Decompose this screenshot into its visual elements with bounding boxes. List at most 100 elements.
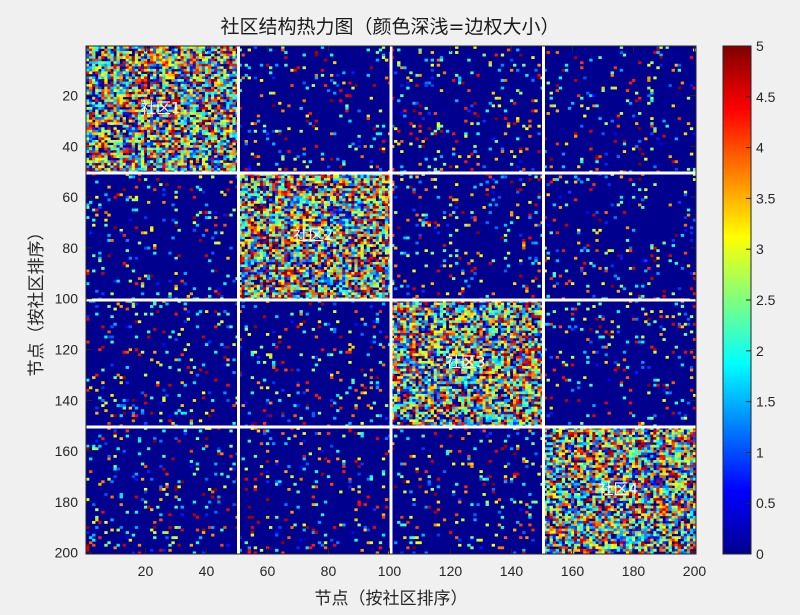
heatmap-cell — [314, 254, 319, 258]
heatmap-cell — [110, 119, 114, 123]
heatmap-cell — [95, 58, 99, 62]
heatmap-cell — [171, 162, 175, 166]
heatmap-cell — [241, 272, 245, 275]
heatmap-cell — [168, 165, 172, 169]
heatmap-cell — [122, 155, 126, 159]
heatmap-cell — [534, 99, 538, 103]
heatmap-cell — [464, 160, 468, 164]
heatmap-cell — [86, 73, 90, 77]
heatmap-cell — [415, 84, 419, 87]
heatmap-cell — [320, 239, 325, 242]
heatmap-cell — [232, 139, 236, 143]
heatmap-cell — [351, 254, 355, 258]
heatmap-cell — [220, 46, 224, 49]
heatmap-cell — [351, 221, 355, 225]
heatmap-cell — [232, 68, 236, 72]
heatmap-cell — [247, 239, 251, 242]
heatmap-cell — [159, 46, 163, 49]
heatmap-cell — [104, 117, 108, 120]
heatmap-cell — [131, 269, 136, 273]
heatmap-cell — [162, 89, 166, 93]
heatmap-cell — [198, 68, 203, 72]
heatmap-cell — [125, 48, 129, 52]
heatmap-cell — [214, 106, 218, 110]
heatmap-cell — [220, 104, 224, 108]
heatmap-cell — [259, 284, 264, 288]
heatmap-cell — [143, 76, 148, 80]
heatmap-cell — [189, 104, 194, 108]
heatmap-cell — [171, 94, 175, 98]
heatmap-cell — [186, 99, 190, 103]
heatmap-cell — [281, 239, 285, 242]
heatmap-cell — [259, 79, 264, 82]
heatmap-cell — [299, 183, 303, 186]
heatmap-cell — [229, 129, 233, 133]
heatmap-cell — [180, 122, 184, 126]
heatmap-cell — [162, 81, 166, 85]
heatmap-cell — [116, 160, 120, 164]
heatmap-cell — [211, 96, 215, 100]
heatmap-cell — [473, 272, 477, 275]
heatmap-cell — [223, 84, 227, 87]
heatmap-cell — [299, 241, 303, 245]
heatmap-cell — [674, 167, 678, 171]
heatmap-cell — [278, 193, 282, 197]
heatmap-cell — [217, 76, 221, 80]
heatmap-cell — [494, 180, 499, 184]
heatmap-cell — [323, 58, 328, 62]
heatmap-cell — [308, 178, 312, 181]
heatmap-cell — [208, 259, 212, 263]
heatmap-cell — [317, 264, 322, 268]
heatmap-cell — [116, 61, 120, 65]
heatmap-cell — [137, 56, 142, 59]
heatmap-cell — [299, 193, 303, 197]
heatmap-cell — [351, 183, 355, 186]
heatmap-cell — [668, 84, 672, 87]
heatmap-cell — [580, 104, 584, 108]
heatmap-cell — [113, 112, 117, 115]
heatmap-cell — [278, 282, 282, 286]
heatmap-cell — [198, 63, 203, 67]
heatmap-cell — [546, 183, 550, 186]
heatmap-cell — [177, 53, 181, 57]
heatmap-cell — [174, 284, 178, 288]
heatmap-cell — [122, 112, 126, 115]
heatmap-cell — [317, 206, 322, 209]
heatmap-cell — [128, 127, 133, 131]
heatmap-cell — [278, 266, 282, 270]
heatmap-cell — [220, 89, 224, 93]
heatmap-cell — [378, 277, 383, 280]
heatmap-cell — [223, 51, 227, 54]
heatmap-cell — [232, 167, 236, 171]
heatmap-cell — [128, 46, 133, 49]
heatmap-cell — [107, 58, 111, 62]
heatmap-cell — [232, 112, 236, 115]
heatmap-cell — [537, 261, 541, 265]
heatmap-cell — [223, 162, 227, 166]
heatmap-cell — [171, 86, 175, 90]
heatmap-cell — [92, 58, 96, 62]
heatmap-cell — [113, 195, 117, 199]
heatmap-cell — [125, 68, 129, 72]
heatmap-cell — [156, 129, 160, 133]
heatmap-cell — [128, 134, 133, 138]
heatmap-cell — [140, 99, 145, 103]
heatmap-cell — [95, 114, 99, 118]
heatmap-cell — [436, 58, 441, 62]
heatmap-cell — [400, 139, 404, 143]
heatmap-cell — [689, 272, 694, 275]
heatmap-cell — [357, 223, 361, 227]
heatmap-cell — [226, 53, 230, 57]
heatmap-cell — [317, 269, 322, 273]
heatmap-cell — [616, 254, 621, 258]
heatmap-cell — [485, 221, 489, 225]
heatmap-cell — [278, 277, 282, 280]
heatmap-cell — [128, 109, 133, 113]
heatmap-cell — [406, 254, 410, 258]
heatmap-cell — [204, 104, 209, 108]
heatmap-cell — [156, 157, 160, 161]
heatmap-cell — [101, 53, 105, 57]
heatmap-cell — [476, 231, 480, 235]
heatmap-cell — [201, 117, 206, 120]
heatmap-cell — [238, 223, 242, 227]
